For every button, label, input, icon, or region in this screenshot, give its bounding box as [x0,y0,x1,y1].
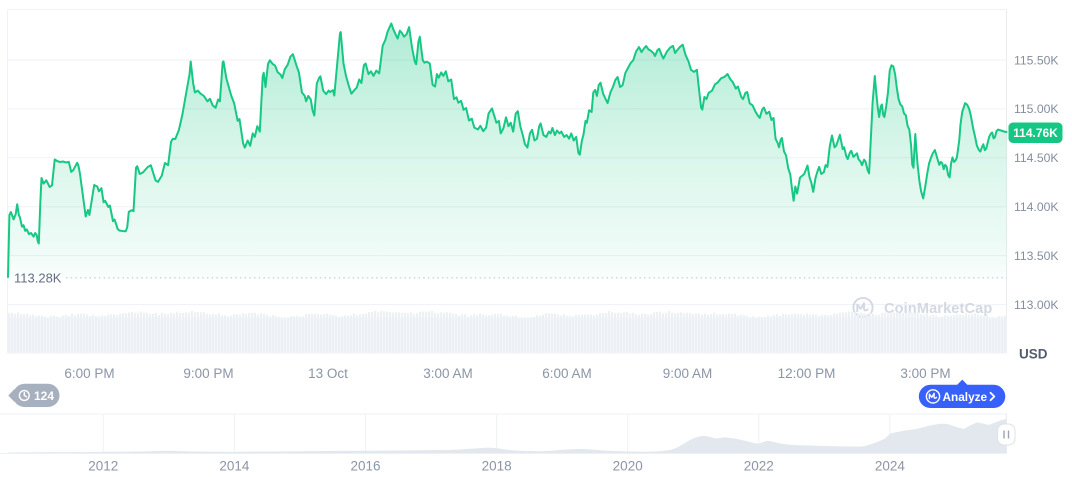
svg-text:2012: 2012 [88,459,118,474]
svg-text:6:00 PM: 6:00 PM [64,366,114,381]
svg-text:2018: 2018 [482,459,512,474]
svg-text:113.00K: 113.00K [1014,298,1059,312]
svg-text:115.00K: 115.00K [1014,102,1059,116]
svg-text:2014: 2014 [219,459,250,474]
svg-text:115.50K: 115.50K [1014,53,1059,67]
svg-text:114.50K: 114.50K [1014,151,1059,165]
svg-text:9:00 PM: 9:00 PM [183,366,233,381]
svg-text:2016: 2016 [350,459,380,474]
svg-text:113.50K: 113.50K [1014,249,1059,263]
svg-text:2022: 2022 [744,459,774,474]
svg-text:6:00 AM: 6:00 AM [542,366,592,381]
svg-text:113.28K: 113.28K [14,271,62,286]
svg-text:Analyze: Analyze [943,390,988,404]
svg-text:114.00K: 114.00K [1014,200,1059,214]
svg-text:USD: USD [1019,347,1048,362]
svg-text:2020: 2020 [613,459,643,474]
svg-text:13 Oct: 13 Oct [308,366,348,381]
svg-text:124: 124 [34,389,54,403]
svg-text:3:00 AM: 3:00 AM [423,366,473,381]
svg-text:12:00 PM: 12:00 PM [778,366,836,381]
svg-text:9:00 AM: 9:00 AM [663,366,713,381]
svg-text:114.76K: 114.76K [1013,126,1058,140]
svg-text:2024: 2024 [875,459,906,474]
svg-text:3:00 PM: 3:00 PM [900,366,950,381]
